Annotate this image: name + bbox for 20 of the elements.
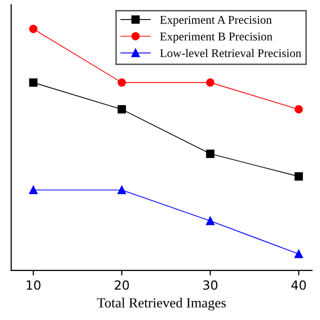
x-axis-title: Total Retrieved Images	[97, 298, 226, 310]
point	[29, 186, 38, 194]
point	[118, 78, 126, 87]
x-tick-label: 30	[203, 280, 218, 290]
x-tick-label: 10	[26, 280, 40, 290]
legend-label: Experiment A Precision	[160, 16, 272, 26]
point	[294, 172, 303, 181]
point	[294, 105, 303, 114]
x-tick-label: 40	[291, 280, 306, 290]
point	[118, 105, 126, 114]
point	[29, 78, 38, 87]
point	[294, 250, 303, 258]
x-tick-label: 20	[114, 280, 129, 290]
point	[206, 216, 214, 226]
point	[29, 24, 38, 34]
point	[206, 78, 214, 87]
point	[206, 150, 214, 158]
legend-label: Experiment B Precision	[160, 32, 272, 43]
point	[118, 186, 126, 194]
legend-label: Low-level Retrieval Precision	[160, 48, 302, 58]
